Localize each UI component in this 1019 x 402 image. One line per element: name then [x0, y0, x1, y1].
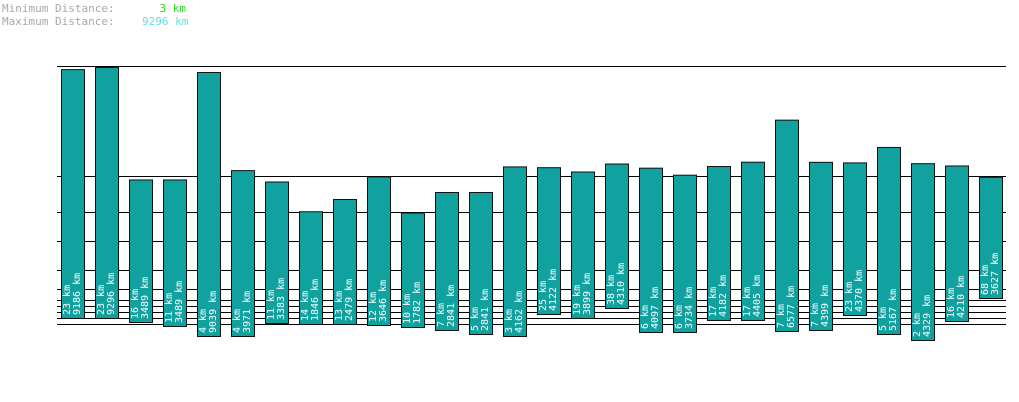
bar-min-label: 6 km: [640, 305, 651, 329]
bar: [911, 163, 935, 341]
bar-max-label: 2841 km: [480, 289, 491, 331]
bar: [469, 191, 493, 335]
bar: [197, 71, 221, 337]
bar-min-label: 17 km: [742, 287, 753, 317]
bar-min-label: 4 km: [232, 309, 243, 333]
bar-min-label: 17 km: [708, 287, 719, 317]
min-distance-value: 3 km: [159, 2, 187, 15]
bar: [537, 167, 561, 315]
bar-min-label: 38 km: [606, 275, 617, 305]
bar: [333, 198, 357, 325]
bar: [809, 161, 833, 331]
bar: [129, 179, 153, 323]
bar-max-label: 6577 km: [786, 286, 797, 328]
max-distance-value: 9296 km: [142, 15, 189, 28]
bar-min-label: 13 km: [334, 291, 345, 321]
bar-max-label: 4210 km: [956, 276, 967, 318]
bar-min-label: 23 km: [96, 285, 107, 315]
bar-min-label: 5 km: [470, 307, 481, 331]
bar-min-label: 6 km: [674, 305, 685, 329]
bar-max-label: 4310 km: [616, 263, 627, 305]
bar-max-label: 2479 km: [344, 279, 355, 321]
bar: [503, 166, 527, 337]
bar-max-label: 9039 km: [208, 291, 219, 333]
bar: [707, 166, 731, 321]
bar-min-label: 16 km: [946, 288, 957, 318]
bar-min-label: 12 km: [368, 292, 379, 322]
bar-max-label: 4097 km: [650, 287, 661, 329]
bar-max-label: 4122 km: [548, 269, 559, 311]
bar: [775, 119, 799, 332]
bar-max-label: 4182 km: [718, 275, 729, 317]
bar-min-label: 11 km: [164, 293, 175, 323]
bar-min-label: 4 km: [198, 309, 209, 333]
bar: [435, 191, 459, 331]
bar: [265, 181, 289, 324]
bar-min-label: 14 km: [300, 291, 311, 321]
bar-max-label: 3971 km: [242, 291, 253, 333]
max-distance-label: Maximum Distance:: [2, 15, 115, 28]
bar: [61, 69, 85, 320]
bar: [367, 176, 391, 326]
bar-max-label: 2841 km: [446, 285, 457, 327]
bar-max-label: 4370 km: [854, 270, 865, 312]
bar: [299, 211, 323, 326]
bar-max-label: 3489 km: [174, 281, 185, 323]
bar: [605, 163, 629, 309]
bar-max-label: 9296 km: [106, 273, 117, 315]
bar-min-label: 2 km: [912, 313, 923, 337]
bar-max-label: 4405 km: [752, 275, 763, 317]
bar-min-label: 7 km: [810, 303, 821, 327]
bar: [401, 212, 425, 329]
distance-summary: Minimum Distance: 3 km Maximum Distance: 9…: [2, 2, 189, 28]
bar-max-label: 4329 km: [922, 295, 933, 337]
bar-max-label: 4162 km: [514, 291, 525, 333]
bar-max-label: 3489 km: [140, 277, 151, 319]
bar-max-label: 3383 km: [276, 278, 287, 320]
bar-min-label: 25 km: [538, 281, 549, 311]
bar: [945, 165, 969, 322]
min-distance-row: Minimum Distance: 3 km: [2, 2, 186, 15]
bar-max-label: 1782 km: [412, 282, 423, 324]
bar: [673, 174, 697, 333]
bar: [741, 161, 765, 321]
bar-max-label: 3646 km: [378, 280, 389, 322]
bar: [163, 179, 187, 327]
bar-max-label: 3734 km: [684, 287, 695, 329]
bar: [843, 162, 867, 316]
bar-min-label: 7 km: [436, 303, 447, 327]
bar-max-label: 4399 km: [820, 285, 831, 327]
bar-max-label: 1846 km: [310, 279, 321, 321]
bar-max-label: 3899 km: [582, 273, 593, 315]
bar-min-label: 23 km: [844, 282, 855, 312]
bar-max-label: 9186 km: [72, 273, 83, 315]
bar-min-label: 11 km: [266, 290, 277, 320]
bar: [95, 67, 119, 319]
bar: [231, 170, 255, 337]
bar: [979, 176, 1003, 299]
bar-min-label: 19 km: [572, 285, 583, 315]
bar-min-label: 23 km: [62, 285, 73, 315]
min-distance-label: Minimum Distance:: [2, 2, 115, 15]
bar: [571, 171, 595, 319]
bar-max-label: 5167 km: [888, 289, 899, 331]
bar-min-label: 7 km: [776, 304, 787, 328]
bar-min-label: 10 km: [402, 294, 413, 324]
bar: [639, 167, 663, 333]
bar-min-label: 68 km: [980, 265, 991, 295]
bar: [877, 146, 901, 335]
max-distance-row: Maximum Distance: 9296 km: [2, 15, 189, 28]
bar-max-label: 3627 km: [990, 253, 1001, 295]
bar-min-label: 5 km: [878, 307, 889, 331]
bar-min-label: 16 km: [130, 289, 141, 319]
bar-min-label: 3 km: [504, 309, 515, 333]
